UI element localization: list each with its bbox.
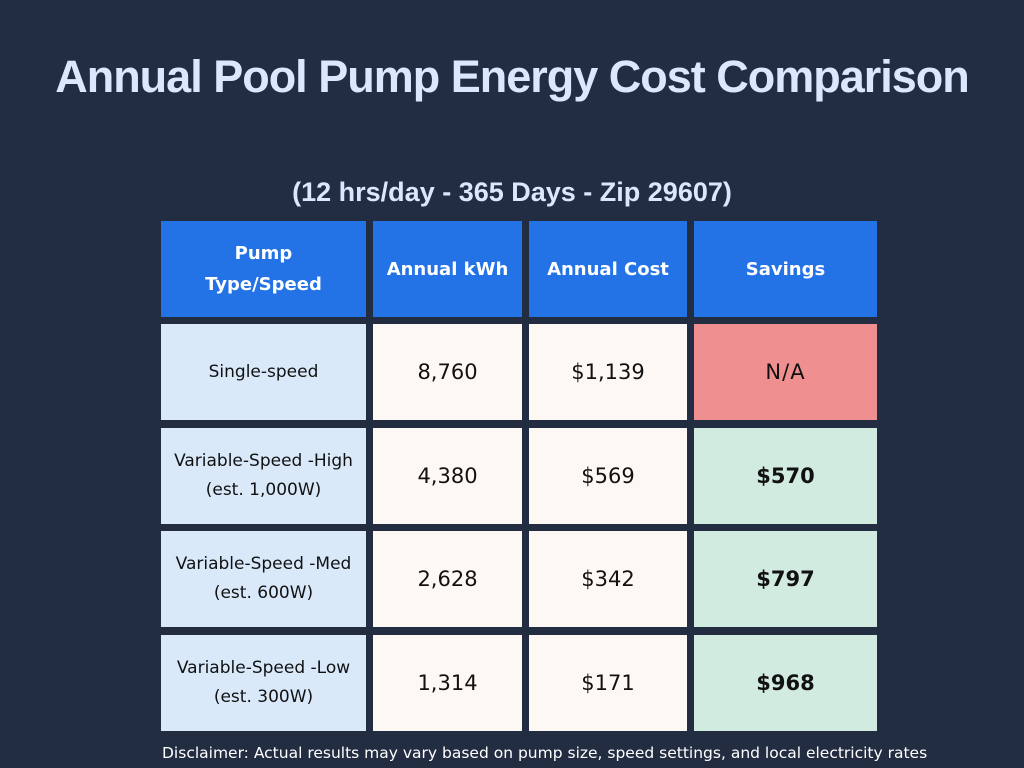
chart-title: Annual Pool Pump Energy Cost Comparison xyxy=(55,51,970,102)
row-2-type-note: (est. 1,000W) xyxy=(205,480,322,500)
row-2-kwh-cell: 4,380 xyxy=(373,428,522,524)
header-savings: Savings xyxy=(694,221,877,317)
row-1-savings-cell: N/A xyxy=(694,324,877,420)
header-pump-type: Pump Type/Speed xyxy=(161,221,366,317)
row-4-savings: $968 xyxy=(756,671,815,695)
row-3-savings-cell: $797 xyxy=(694,531,877,627)
row-1-type-cell: Single-speed xyxy=(161,324,366,420)
header-savings-label: Savings xyxy=(745,258,826,280)
row-3-type-cell: Variable-Speed -Med (est. 600W) xyxy=(161,531,366,627)
row-2-type-cell: Variable-Speed -High (est. 1,000W) xyxy=(161,428,366,524)
header-annual-cost: Annual Cost xyxy=(529,221,687,317)
row-3-type-note: (est. 600W) xyxy=(213,583,314,603)
row-1-kwh: 8,760 xyxy=(417,360,478,384)
row-4-cost-cell: $171 xyxy=(529,635,687,731)
row-1-cost: $1,139 xyxy=(571,360,645,384)
row-2-kwh: 4,380 xyxy=(417,464,478,488)
row-4-kwh: 1,314 xyxy=(417,671,478,695)
header-annual-kwh: Annual kWh xyxy=(373,221,522,317)
header-annual-cost-label: Annual Cost xyxy=(547,258,669,280)
row-1-type: Single-speed xyxy=(208,361,319,382)
row-4-cost: $171 xyxy=(581,671,635,695)
row-1-kwh-cell: 8,760 xyxy=(373,324,522,420)
row-2-cost: $569 xyxy=(581,464,635,488)
chart-subtitle: (12 hrs/day - 365 Days - Zip 29607) xyxy=(292,177,732,207)
row-3-cost: $342 xyxy=(581,567,635,591)
row-4-type-note: (est. 300W) xyxy=(213,687,314,707)
row-2-savings: $570 xyxy=(756,464,815,488)
row-4-type-cell: Variable-Speed -Low (est. 300W) xyxy=(161,635,366,731)
disclaimer: Disclaimer: Actual results may vary base… xyxy=(162,744,928,762)
row-3-savings: $797 xyxy=(756,567,815,591)
row-1-savings: N/A xyxy=(765,360,806,384)
row-1-cost-cell: $1,139 xyxy=(529,324,687,420)
header-pump-type-label: Pump Type/Speed xyxy=(205,243,322,295)
row-2-cost-cell: $569 xyxy=(529,428,687,524)
row-4-kwh-cell: 1,314 xyxy=(373,635,522,731)
row-3-type: Variable-Speed -Med xyxy=(175,554,352,574)
row-2-savings-cell: $570 xyxy=(694,428,877,524)
header-annual-kwh-label: Annual kWh xyxy=(386,258,509,280)
row-4-savings-cell: $968 xyxy=(694,635,877,731)
row-4-type: Variable-Speed -Low xyxy=(176,658,351,678)
row-2-type: Variable-Speed -High xyxy=(174,451,353,471)
row-3-cost-cell: $342 xyxy=(529,531,687,627)
row-3-kwh-cell: 2,628 xyxy=(373,531,522,627)
row-3-kwh: 2,628 xyxy=(417,567,478,591)
